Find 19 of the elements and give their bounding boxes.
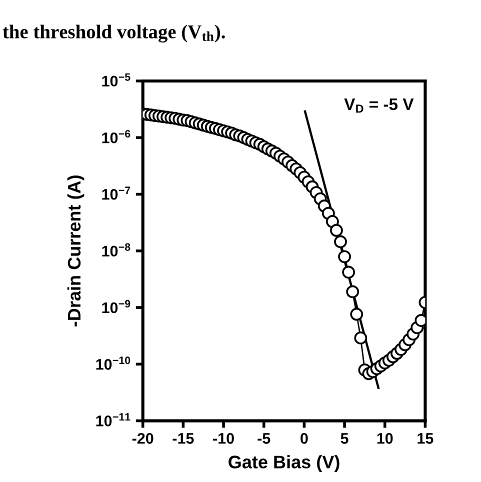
y-tick-label: 10$^{−9}$: [102, 300, 130, 314]
y-tick-label: 10$^{−10}$: [96, 356, 130, 370]
text: the threshold voltage (V$_{th}$).: [2, 24, 225, 42]
x-tick-label: -5: [258, 433, 270, 444]
y-axis-title: -Drain Current (A): [67, 176, 84, 326]
annotation: V$_{D}$ = -5 V: [344, 98, 414, 113]
x-tick-label: 5: [340, 433, 348, 444]
y-tick-label: 10$^{−6}$: [102, 130, 130, 144]
x-tick-label: -20: [132, 432, 154, 444]
x-tick-label: 10: [377, 432, 393, 444]
x-tick-label: 0: [300, 432, 308, 444]
y-tick-label: 10$^{−11}$: [96, 413, 130, 426]
x-tick-label: -10: [213, 432, 234, 444]
x-tick-label: 15: [418, 433, 434, 444]
x-axis-title: Gate Bias (V): [228, 455, 340, 472]
y-tick-label: 10$^{−7}$: [102, 186, 130, 200]
y-tick-label: 10$^{−8}$: [102, 243, 130, 257]
x-tick-label: -15: [172, 433, 194, 444]
y-tick-label: 10$^{−5}$: [102, 73, 130, 87]
